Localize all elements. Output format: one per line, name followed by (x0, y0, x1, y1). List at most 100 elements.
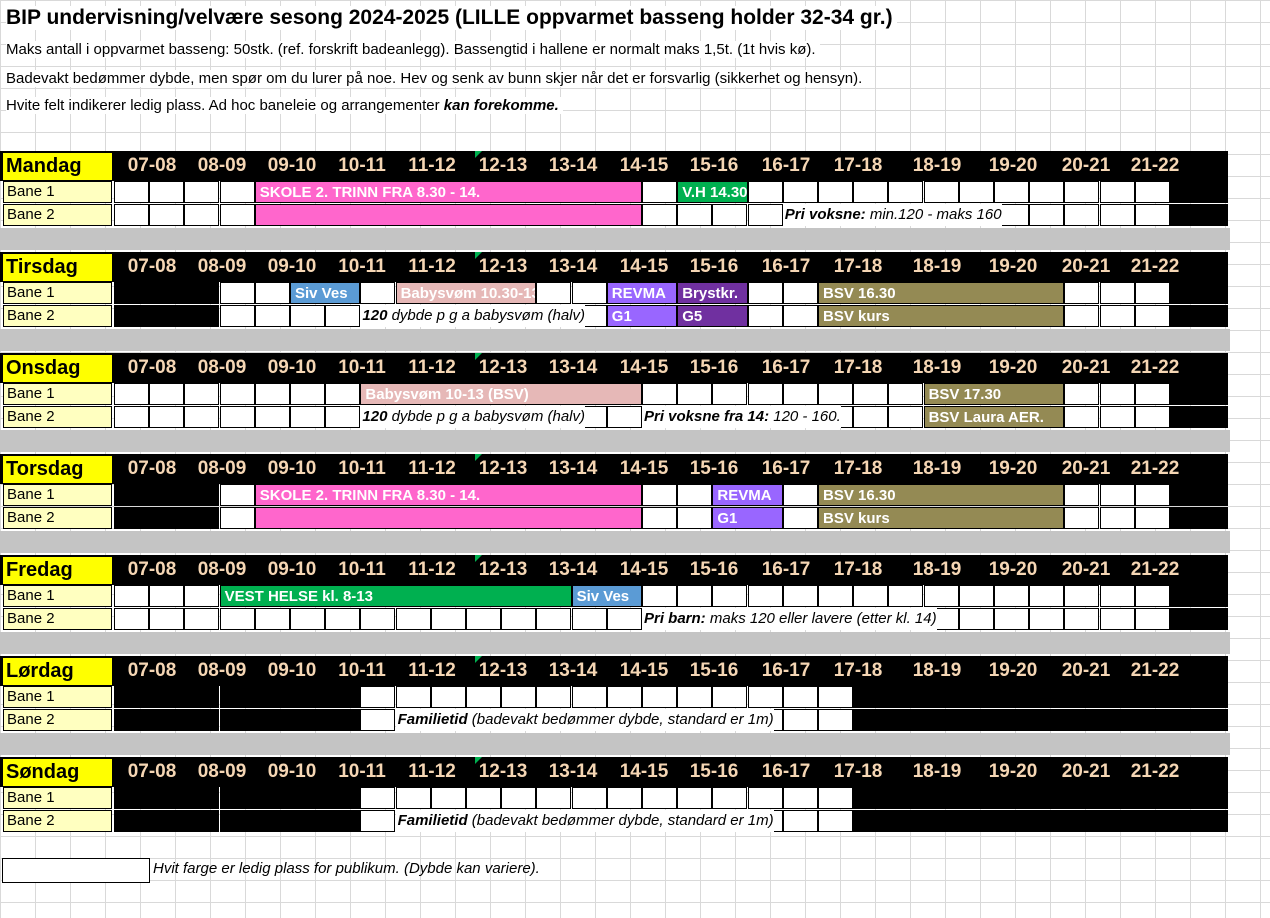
free-slot-cell[interactable] (818, 686, 853, 708)
free-slot-cell[interactable] (325, 383, 361, 405)
free-slot-cell[interactable] (1064, 383, 1100, 405)
free-slot-cell[interactable] (677, 484, 713, 506)
free-slot-cell[interactable] (466, 787, 501, 809)
free-slot-cell[interactable] (747, 585, 783, 607)
free-slot-cell[interactable] (114, 709, 149, 731)
free-slot-cell[interactable] (818, 181, 853, 203)
free-slot-cell[interactable] (184, 305, 220, 327)
free-slot-cell[interactable] (923, 181, 959, 203)
free-slot-cell[interactable] (184, 406, 220, 428)
free-slot-cell[interactable] (325, 608, 361, 630)
booking-block[interactable]: VEST HELSE kl. 8-13 (219, 585, 572, 607)
free-slot-cell[interactable] (853, 181, 889, 203)
booking-block[interactable]: SKOLE 2. TRINN FRA 8.30 - 14. (254, 484, 642, 506)
free-slot-cell[interactable] (712, 686, 748, 708)
free-slot-cell[interactable] (642, 383, 677, 405)
free-slot-cell[interactable] (254, 282, 290, 304)
free-slot-cell[interactable] (642, 686, 677, 708)
booking-block[interactable]: BSV kurs (818, 507, 1065, 529)
free-slot-cell[interactable] (184, 585, 220, 607)
free-slot-cell[interactable] (677, 383, 713, 405)
booking-block[interactable]: V.H 14.30 (677, 181, 748, 203)
free-slot-cell[interactable] (184, 181, 220, 203)
free-slot-cell[interactable] (1099, 608, 1135, 630)
free-slot-cell[interactable] (219, 787, 255, 809)
free-slot-cell[interactable] (219, 383, 255, 405)
free-slot-cell[interactable] (219, 305, 255, 327)
free-slot-cell[interactable] (888, 585, 924, 607)
free-slot-cell[interactable] (606, 406, 642, 428)
free-slot-cell[interactable] (747, 181, 783, 203)
free-slot-cell[interactable] (1099, 406, 1135, 428)
free-slot-cell[interactable] (325, 787, 361, 809)
free-slot-cell[interactable] (219, 282, 255, 304)
free-slot-cell[interactable] (184, 383, 220, 405)
day-name[interactable]: Fredag (3, 557, 112, 584)
free-slot-cell[interactable] (1029, 181, 1065, 203)
free-slot-cell[interactable] (818, 709, 853, 731)
free-slot-cell[interactable] (571, 787, 607, 809)
free-slot-cell[interactable] (360, 709, 396, 731)
booking-block[interactable]: Babysvøm 10-13 (BSV) (360, 383, 642, 405)
free-slot-cell[interactable] (149, 507, 185, 529)
free-slot-cell[interactable] (149, 585, 185, 607)
free-slot-cell[interactable] (642, 787, 677, 809)
free-slot-cell[interactable] (782, 810, 818, 832)
free-slot-cell[interactable] (1064, 585, 1100, 607)
free-slot-cell[interactable] (853, 406, 889, 428)
booking-block[interactable]: REVMA (712, 484, 783, 506)
free-slot-cell[interactable] (782, 305, 818, 327)
free-slot-cell[interactable] (184, 787, 220, 809)
free-slot-cell[interactable] (325, 810, 361, 832)
day-name[interactable]: Mandag (3, 153, 112, 180)
free-slot-cell[interactable] (149, 282, 185, 304)
free-slot-cell[interactable] (254, 406, 290, 428)
free-slot-cell[interactable] (325, 686, 361, 708)
free-slot-cell[interactable] (536, 686, 572, 708)
free-slot-cell[interactable] (747, 383, 783, 405)
free-slot-cell[interactable] (219, 507, 255, 529)
free-slot-cell[interactable] (923, 585, 959, 607)
free-slot-cell[interactable] (114, 507, 149, 529)
day-name[interactable]: Tirsdag (3, 254, 112, 281)
free-slot-cell[interactable] (642, 204, 677, 226)
free-slot-cell[interactable] (149, 204, 185, 226)
free-slot-cell[interactable] (782, 383, 818, 405)
free-slot-cell[interactable] (782, 709, 818, 731)
free-slot-cell[interactable] (290, 787, 325, 809)
free-slot-cell[interactable] (1099, 282, 1135, 304)
free-slot-cell[interactable] (114, 686, 149, 708)
free-slot-cell[interactable] (184, 507, 220, 529)
free-slot-cell[interactable] (360, 686, 396, 708)
free-slot-cell[interactable] (114, 181, 149, 203)
free-slot-cell[interactable] (712, 383, 748, 405)
free-slot-cell[interactable] (1134, 507, 1170, 529)
free-slot-cell[interactable] (184, 686, 220, 708)
free-slot-cell[interactable] (254, 686, 290, 708)
free-slot-cell[interactable] (184, 608, 220, 630)
free-slot-cell[interactable] (149, 787, 185, 809)
free-slot-cell[interactable] (219, 608, 255, 630)
free-slot-cell[interactable] (1029, 585, 1065, 607)
free-slot-cell[interactable] (888, 181, 924, 203)
free-slot-cell[interactable] (1134, 608, 1170, 630)
free-slot-cell[interactable] (149, 810, 185, 832)
free-slot-cell[interactable] (1064, 484, 1100, 506)
free-slot-cell[interactable] (606, 686, 642, 708)
free-slot-cell[interactable] (1134, 484, 1170, 506)
free-slot-cell[interactable] (149, 406, 185, 428)
free-slot-cell[interactable] (712, 787, 748, 809)
free-slot-cell[interactable] (114, 810, 149, 832)
day-name[interactable]: Søndag (3, 759, 112, 786)
booking-block[interactable]: G5 (677, 305, 748, 327)
free-slot-cell[interactable] (360, 608, 396, 630)
free-slot-cell[interactable] (114, 204, 149, 226)
free-slot-cell[interactable] (818, 585, 853, 607)
free-slot-cell[interactable] (1064, 507, 1100, 529)
booking-block[interactable]: BSV 16.30 (818, 282, 1065, 304)
free-slot-cell[interactable] (149, 686, 185, 708)
free-slot-cell[interactable] (1099, 507, 1135, 529)
free-slot-cell[interactable] (466, 686, 501, 708)
free-slot-cell[interactable] (994, 608, 1029, 630)
booking-block[interactable]: SKOLE 2. TRINN FRA 8.30 - 14. (254, 181, 642, 203)
